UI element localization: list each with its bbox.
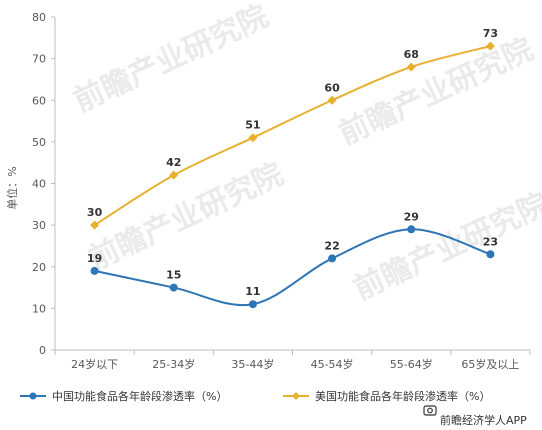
data-point [407,225,416,234]
data-label: 60 [324,81,340,94]
series-1: 19 15 11 22 29 23 [87,210,498,309]
axes-group: 0 10 20 30 40 50 60 70 80 24岁以下 25-34岁 35-44岁 45-54岁… [32,11,531,371]
data-label: 19 [87,252,102,265]
data-label: 42 [166,156,181,169]
watermark-text: 前瞻产业研究院 [84,157,289,277]
watermark-text: 前瞻产业研究院 [334,32,539,152]
x-tick-label: 35-44岁 [231,357,274,371]
data-point [90,220,100,230]
source-credit: 前瞻经济学人APP [423,405,527,427]
data-point [485,41,495,51]
y-tick-label: 20 [32,261,46,274]
watermark-text: 前瞻产业研究院 [349,187,542,307]
y-tick-label: 30 [32,219,46,232]
legend-label: 美国功能食品各年龄段渗透率（%） [315,389,490,403]
data-label: 68 [404,48,419,61]
y-tick-label: 10 [32,302,46,315]
y-axis-label: 单位：% [5,166,19,209]
data-label: 29 [404,210,419,223]
y-tick-label: 0 [39,344,46,357]
data-point [90,266,99,275]
legend-item: 中国功能食品各年龄段渗透率（%） [20,389,227,403]
data-label: 73 [483,27,498,40]
data-point [169,283,178,292]
data-point [248,133,258,143]
data-point [169,170,179,180]
y-tick-label: 50 [32,136,46,149]
x-tick-label: 24岁以下 [71,357,118,371]
data-label: 11 [245,285,260,298]
data-point [328,254,337,263]
data-label: 51 [245,119,260,132]
camera-icon [423,405,437,416]
series-group: 19 15 11 22 29 23 30 42 51 60 68 73 [87,27,498,309]
data-label: 22 [324,239,339,252]
legend-marker [29,392,37,400]
legend: 中国功能食品各年龄段渗透率（%） 美国功能食品各年龄段渗透率（%） [20,389,490,403]
series-line [94,45,491,226]
source-credit-text: 前瞻经济学人APP [440,413,527,427]
y-tick-label: 70 [32,53,46,66]
data-point [406,62,416,72]
y-tick-label: 60 [32,94,46,107]
data-point [486,250,495,259]
data-point [248,300,257,309]
legend-marker [292,392,300,400]
data-label: 30 [87,206,103,219]
data-label: 15 [166,269,181,282]
watermark-group: 前瞻产业研究院 前瞻产业研究院 前瞻产业研究院 前瞻产业研究院 [69,0,542,307]
x-tick-label: 55-64岁 [390,357,433,371]
y-tick-label: 40 [32,178,46,191]
x-tick-label: 65岁及以上 [461,357,519,371]
series-2: 30 42 51 60 68 73 [87,27,498,230]
watermark-text: 前瞻产业研究院 [69,0,274,119]
data-point [327,95,337,105]
legend-label: 中国功能食品各年龄段渗透率（%） [52,389,227,403]
legend-item: 美国功能食品各年龄段渗透率（%） [283,389,490,403]
data-label: 23 [483,235,498,248]
x-tick-label: 45-54岁 [311,357,354,371]
y-tick-label: 80 [32,11,46,24]
x-tick-label: 25-34岁 [152,357,195,371]
